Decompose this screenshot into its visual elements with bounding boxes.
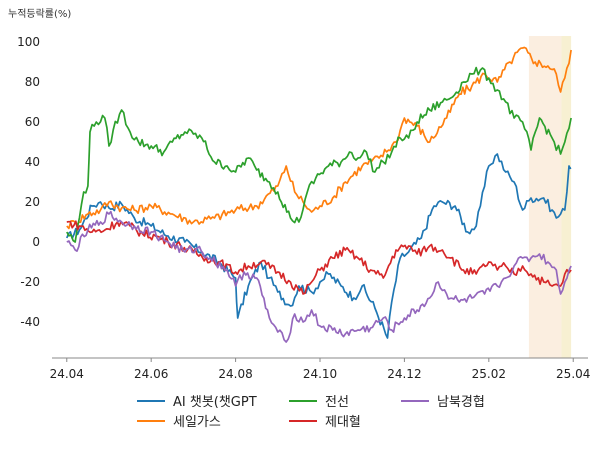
- series-line-2: [66, 66, 572, 243]
- legend-label-0: AI 챗봇(챗GPT: [173, 395, 257, 410]
- y-tick-label: -20: [20, 275, 40, 289]
- x-tick-label: 24.08: [218, 367, 252, 381]
- series-line-0: [66, 153, 572, 339]
- series-line-3: [66, 220, 572, 295]
- y-tick-label: -40: [20, 315, 40, 329]
- y-tick-label: 80: [25, 75, 40, 89]
- highlight-band-0: [528, 36, 562, 358]
- legend-label-3: 제대혈: [325, 415, 361, 430]
- legend-label-1: 세일가스: [173, 415, 221, 430]
- y-tick-label: 60: [25, 115, 40, 129]
- x-tick-label: 24.04: [50, 367, 84, 381]
- legend-label-4: 남북경협: [437, 395, 485, 410]
- x-tick-label: 25.02: [472, 367, 506, 381]
- legend-label-2: 전선: [325, 395, 349, 410]
- highlight-bands: [528, 36, 572, 358]
- x-tick-label: 24.10: [303, 367, 337, 381]
- y-tick-labels: 100 80 60 40 20 0 -20 -40: [17, 35, 40, 329]
- x-tick-label: 24.06: [134, 367, 168, 381]
- x-tick-label: 25.04: [556, 367, 590, 381]
- y-tick-label: 20: [25, 195, 40, 209]
- y-tick-label: 40: [25, 155, 40, 169]
- y-tick-label: 0: [32, 235, 40, 249]
- series-line-1: [66, 46, 572, 230]
- x-tick-label: 24.12: [387, 367, 421, 381]
- y-axis-label: 누적등락률(%): [8, 9, 72, 20]
- series-lines: [66, 46, 572, 343]
- series-line-4: [66, 210, 572, 343]
- x-axis: 24.04 24.06 24.08 24.10 24.12 25.02 25.04: [50, 357, 590, 381]
- y-tick-label: 100: [17, 35, 40, 49]
